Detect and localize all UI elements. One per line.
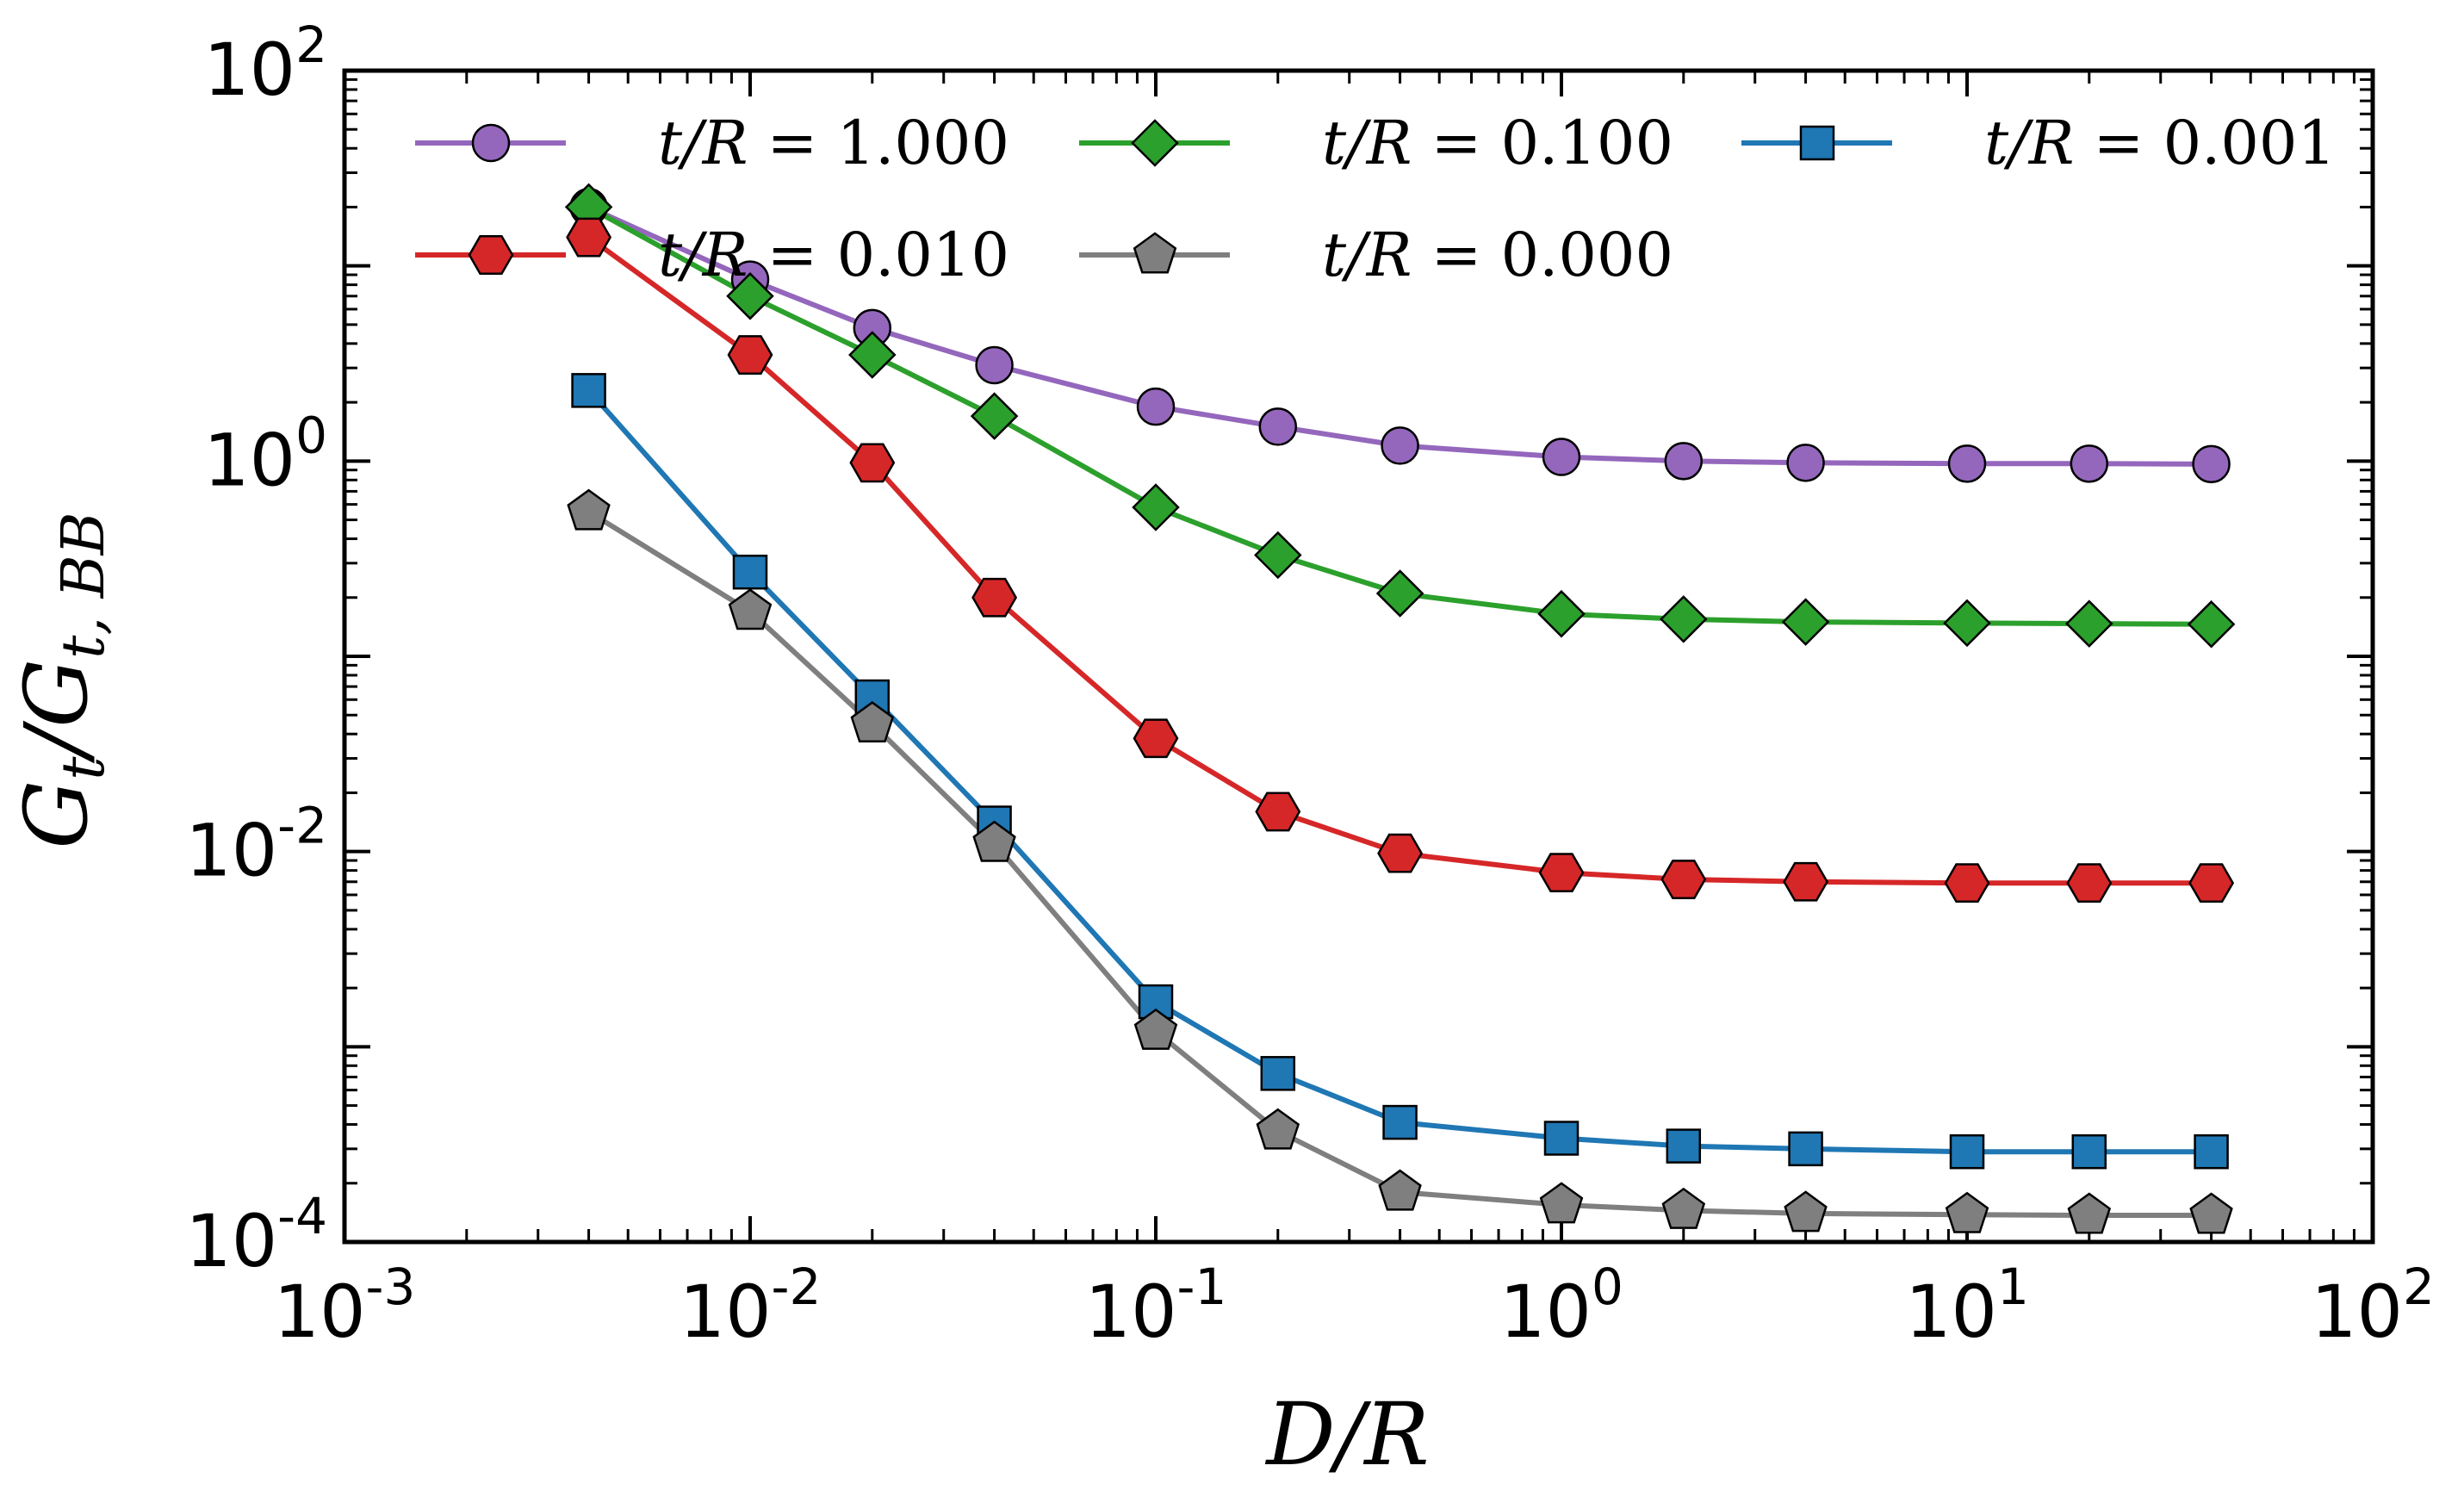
data-point <box>2194 1133 2229 1170</box>
legend-entry-3: t/R = 0.010 <box>415 220 1009 290</box>
data-point <box>1788 1131 1823 1167</box>
data-point <box>1377 833 1424 873</box>
data-point <box>1382 1104 1418 1140</box>
data-point <box>1133 1008 1178 1050</box>
data-point <box>1539 1182 1584 1224</box>
data-point <box>1258 407 1298 446</box>
data-point <box>1947 444 1987 483</box>
data-point <box>2070 444 2109 483</box>
data-point <box>1543 1121 1580 1156</box>
data-point <box>848 331 897 379</box>
data-point <box>1132 483 1180 531</box>
data-point <box>1661 1187 1706 1229</box>
series-markers-4 <box>567 488 2233 1234</box>
data-point <box>1542 438 1581 476</box>
data-point <box>1664 442 1704 481</box>
data-point <box>732 554 768 590</box>
legend-marker <box>1799 125 1835 161</box>
data-point <box>1786 444 1825 482</box>
data-point <box>2188 863 2235 904</box>
data-point <box>1660 860 1707 899</box>
data-point <box>566 217 612 258</box>
series-markers <box>564 183 2236 1234</box>
legend-label: t/R = 1.000 <box>658 108 1009 178</box>
data-point <box>2065 599 2113 648</box>
series-markers-3 <box>566 217 2235 904</box>
data-point <box>1255 792 1301 832</box>
data-point <box>1943 599 1991 648</box>
data-point <box>1136 387 1176 426</box>
x-tick-label: 102 <box>2311 1258 2435 1354</box>
legend-marker <box>471 123 511 163</box>
x-tick-label: 101 <box>1905 1258 2029 1354</box>
plot-area-frame <box>342 68 2375 1245</box>
data-point <box>728 588 773 630</box>
data-point <box>567 488 611 531</box>
data-point <box>1783 861 1829 902</box>
y-axis-label: Gt/Gt, BB <box>6 512 118 848</box>
y-tick-label: 102 <box>203 16 327 112</box>
data-point <box>850 701 895 743</box>
data-point <box>1944 863 1990 904</box>
data-point <box>1949 1133 1985 1170</box>
y-tick-labels: 10-4 10-2 100 102 <box>185 16 327 1283</box>
legend-label: t/R = 0.001 <box>1984 108 2336 178</box>
data-point <box>1133 718 1179 759</box>
legend-label: t/R = 0.000 <box>1322 220 1673 290</box>
legend-entry-1: t/R = 0.100 <box>1079 108 1673 178</box>
legend-label: t/R = 0.100 <box>1322 108 1673 178</box>
svg-text:Gt/Gt, BB: Gt/Gt, BB <box>6 512 118 848</box>
x-tick-label: 100 <box>1499 1258 1623 1354</box>
legend-marker <box>1133 232 1177 274</box>
data-point <box>1781 598 1830 646</box>
legend-entry-2: t/R = 0.001 <box>1741 108 2336 178</box>
data-point <box>2071 1133 2107 1170</box>
data-point <box>1538 853 1585 893</box>
data-point <box>2189 1192 2233 1234</box>
data-point <box>1260 1056 1296 1091</box>
legend-marker <box>1131 119 1179 167</box>
data-point <box>1254 531 1302 580</box>
data-point <box>1784 1190 1828 1233</box>
data-point <box>1660 595 1708 643</box>
legend-entry-4: t/R = 0.000 <box>1079 220 1673 290</box>
data-point <box>1666 1128 1702 1164</box>
y-tick-label: 10-4 <box>185 1187 327 1283</box>
data-point <box>1537 589 1586 638</box>
data-point <box>571 373 606 408</box>
data-point <box>849 443 896 483</box>
data-point <box>2066 863 2113 904</box>
data-point <box>2067 1192 2112 1234</box>
x-tick-labels: 10-3 10-2 10-1 100 101 102 <box>274 1258 2435 1354</box>
legend-label: t/R = 0.010 <box>658 220 1009 290</box>
x-axis-label: D/R <box>1264 1384 1429 1485</box>
y-tick-label: 100 <box>203 406 327 502</box>
y-tick-label: 10-2 <box>185 797 327 893</box>
data-point <box>727 335 773 375</box>
x-tick-label: 10-3 <box>274 1258 416 1354</box>
data-point <box>970 392 1019 440</box>
data-point <box>726 272 774 320</box>
data-point <box>2187 599 2236 649</box>
series-markers-2 <box>571 373 2229 1170</box>
data-point <box>972 820 1016 862</box>
x-tick-label: 10-2 <box>680 1258 822 1354</box>
legend-entry-0: t/R = 1.000 <box>415 108 1009 178</box>
data-point <box>1381 426 1419 465</box>
data-point <box>1256 1108 1300 1150</box>
legend: t/R = 1.000 t/R = 0.100 t/R = 0.001 t/R = 0… <box>415 108 2336 290</box>
data-point <box>2192 444 2231 484</box>
data-point <box>1375 569 1424 618</box>
data-point <box>1945 1191 1989 1233</box>
data-point <box>975 345 1014 385</box>
x-tick-label: 10-1 <box>1085 1258 1227 1354</box>
data-point <box>1378 1169 1422 1211</box>
legend-marker <box>468 235 514 275</box>
data-point <box>971 577 1018 618</box>
